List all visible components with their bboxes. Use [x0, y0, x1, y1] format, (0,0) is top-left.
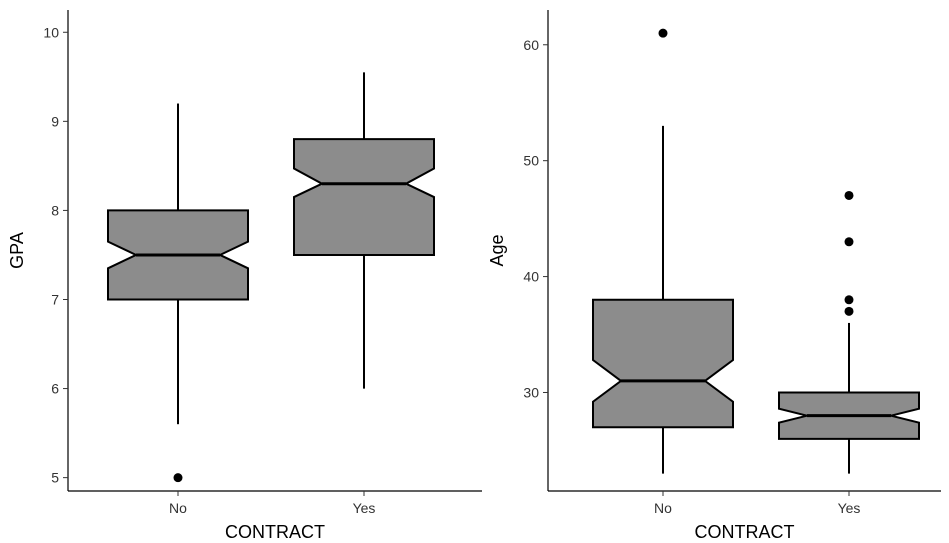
gpa-y-tick-label: 10: [43, 24, 59, 40]
age-box-yes-outlier: [844, 295, 854, 305]
age-box-yes-outlier: [844, 237, 854, 247]
gpa-box-yes: [293, 138, 435, 256]
age-x-tick-label: No: [654, 500, 672, 516]
age-y-axis-title: Age: [487, 234, 507, 266]
age-box-no: [592, 298, 734, 429]
gpa-box-no-outlier: [173, 473, 183, 483]
age-x-tick-label: Yes: [838, 500, 861, 516]
gpa-y-tick-label: 8: [51, 202, 59, 218]
age-x-axis-title: CONTRACT: [695, 522, 795, 542]
gpa-y-tick-label: 7: [51, 291, 59, 307]
age-panel: 30 40 50 60 No Yes CONTRACT Age: [487, 10, 941, 542]
gpa-y-tick-label: 5: [51, 470, 59, 486]
age-box-no-outlier: [658, 28, 668, 38]
age-box-yes-outlier: [844, 190, 854, 200]
age-y-tick-label: 30: [523, 384, 539, 400]
age-y-tick-label: 40: [523, 269, 539, 285]
gpa-panel: 5 6 7 8 9 10 No Yes CONTRACT GPA: [7, 10, 482, 542]
gpa-x-tick-label: Yes: [353, 500, 376, 516]
age-y-tick-label: 50: [523, 153, 539, 169]
gpa-y-axis-title: GPA: [7, 232, 27, 269]
gpa-x-axis-title: CONTRACT: [225, 522, 325, 542]
gpa-y-tick-label: 6: [51, 381, 59, 397]
age-box-yes-outlier: [844, 306, 854, 316]
gpa-y-tick-label: 9: [51, 113, 59, 129]
age-y-tick-label: 60: [523, 37, 539, 53]
gpa-x-tick-label: No: [169, 500, 187, 516]
